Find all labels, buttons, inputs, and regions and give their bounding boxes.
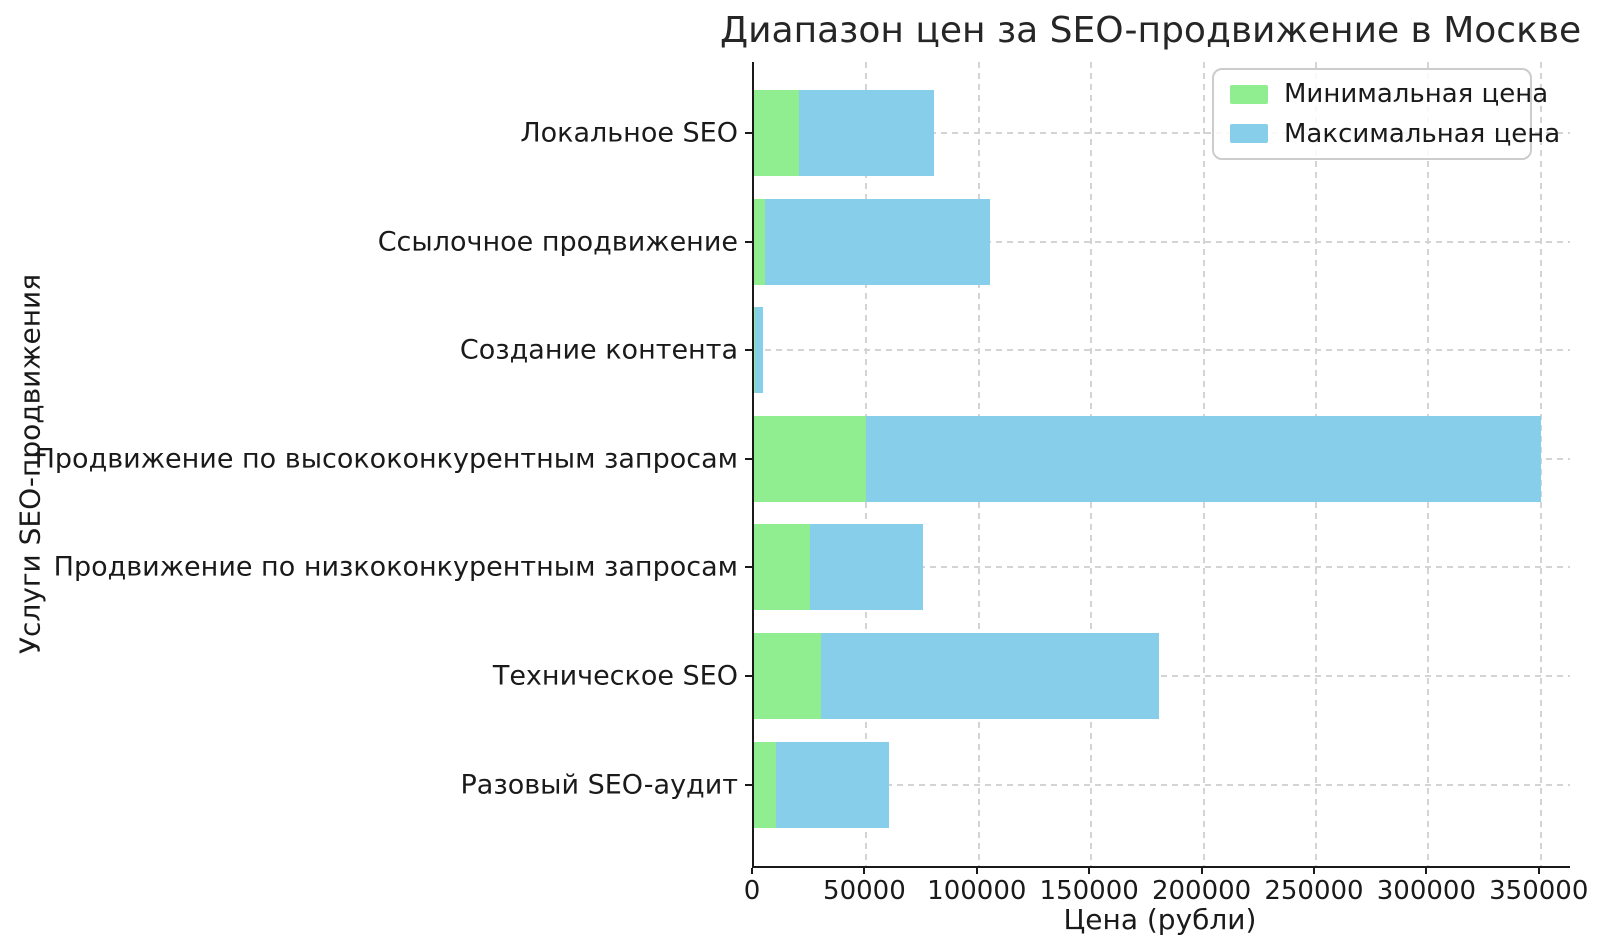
legend-row-min: Минимальная цена [1214,79,1548,109]
gridline-horizontal [754,675,1570,677]
bar-min-segment [754,198,766,285]
x-tick-label: 250000 [1264,876,1364,906]
y-tick-mark [745,240,752,243]
bar-min-segment [754,633,822,719]
category-label: Ссылочное продвижение [377,226,738,258]
x-tick-label: 0 [743,876,761,906]
gridline-horizontal [754,240,1570,243]
bar-max-segment [810,524,923,611]
legend-label-min-price: Минимальная цена [1284,79,1549,110]
y-tick-mark [745,132,752,134]
bar-max-segment [798,90,934,176]
x-tick-label: 300000 [1376,876,1477,906]
x-tick-label: 100000 [927,876,1027,906]
x-tick-labels: 0 50000 100000 150000 200000 250000 300000 3500… [744,876,1589,910]
y-tick-mark [745,349,752,352]
gridline-horizontal [754,349,1570,352]
category-label: Техническое SEO [492,660,738,692]
category-label: Разовый SEO-аудит [460,769,738,801]
bar-min-segment [754,741,777,828]
x-tick-mark [1312,868,1315,874]
gridline-horizontal [754,566,1570,569]
category-label: Продвижение по низкоконкурентным запроса… [53,551,738,583]
x-tick-label: 200000 [1151,876,1252,906]
gridline-horizontal [754,132,1570,134]
x-tick-mark [1425,868,1428,874]
bar-max-segment [821,633,1159,719]
y-tick-mark [745,675,752,677]
x-axis-label: Цена (рубли) [1063,903,1257,936]
category-labels: Локальное SEO Ссылочное продвижение Создан… [0,62,738,866]
x-tick-mark [863,868,866,874]
legend-swatch-min-price [1230,84,1268,104]
legend-row-max: Максимальная цена [1214,119,1560,149]
gridline-vertical [1539,62,1542,866]
bar-max-segment [866,415,1541,502]
x-tick-label: 150000 [1039,876,1139,906]
chart-title: Диапазон цен за SEO-продвижение в Москве [720,10,1582,51]
gridline-horizontal [754,783,1570,786]
bar-max-segment [755,307,763,394]
legend: Минимальная цена Максимальная цена [1212,68,1560,160]
y-tick-mark [745,566,752,569]
category-label: Создание контента [459,334,738,366]
x-tick-mark [1088,868,1091,874]
y-tick-mark [745,783,752,786]
bar-min-segment [754,90,799,176]
category-label: Локальное SEO [520,117,738,149]
x-tick-label: 50000 [823,876,906,906]
y-tick-mark [745,457,752,460]
bar-min-segment [754,307,756,394]
x-tick-mark [1537,868,1540,874]
x-tick-label: 350000 [1489,876,1589,906]
plot-area [752,62,1570,868]
bar-max-segment [765,198,991,285]
bar-max-segment [776,741,889,828]
category-label: Продвижение по высококонкурентным запрос… [34,443,738,475]
x-tick-mark [1200,868,1203,874]
legend-swatch-max-price [1230,124,1268,144]
bar-min-segment [754,524,811,611]
bar-min-segment [754,415,867,502]
legend-label-max-price: Максимальная цена [1284,118,1561,149]
x-tick-mark [751,868,753,874]
x-tick-mark [975,868,978,874]
